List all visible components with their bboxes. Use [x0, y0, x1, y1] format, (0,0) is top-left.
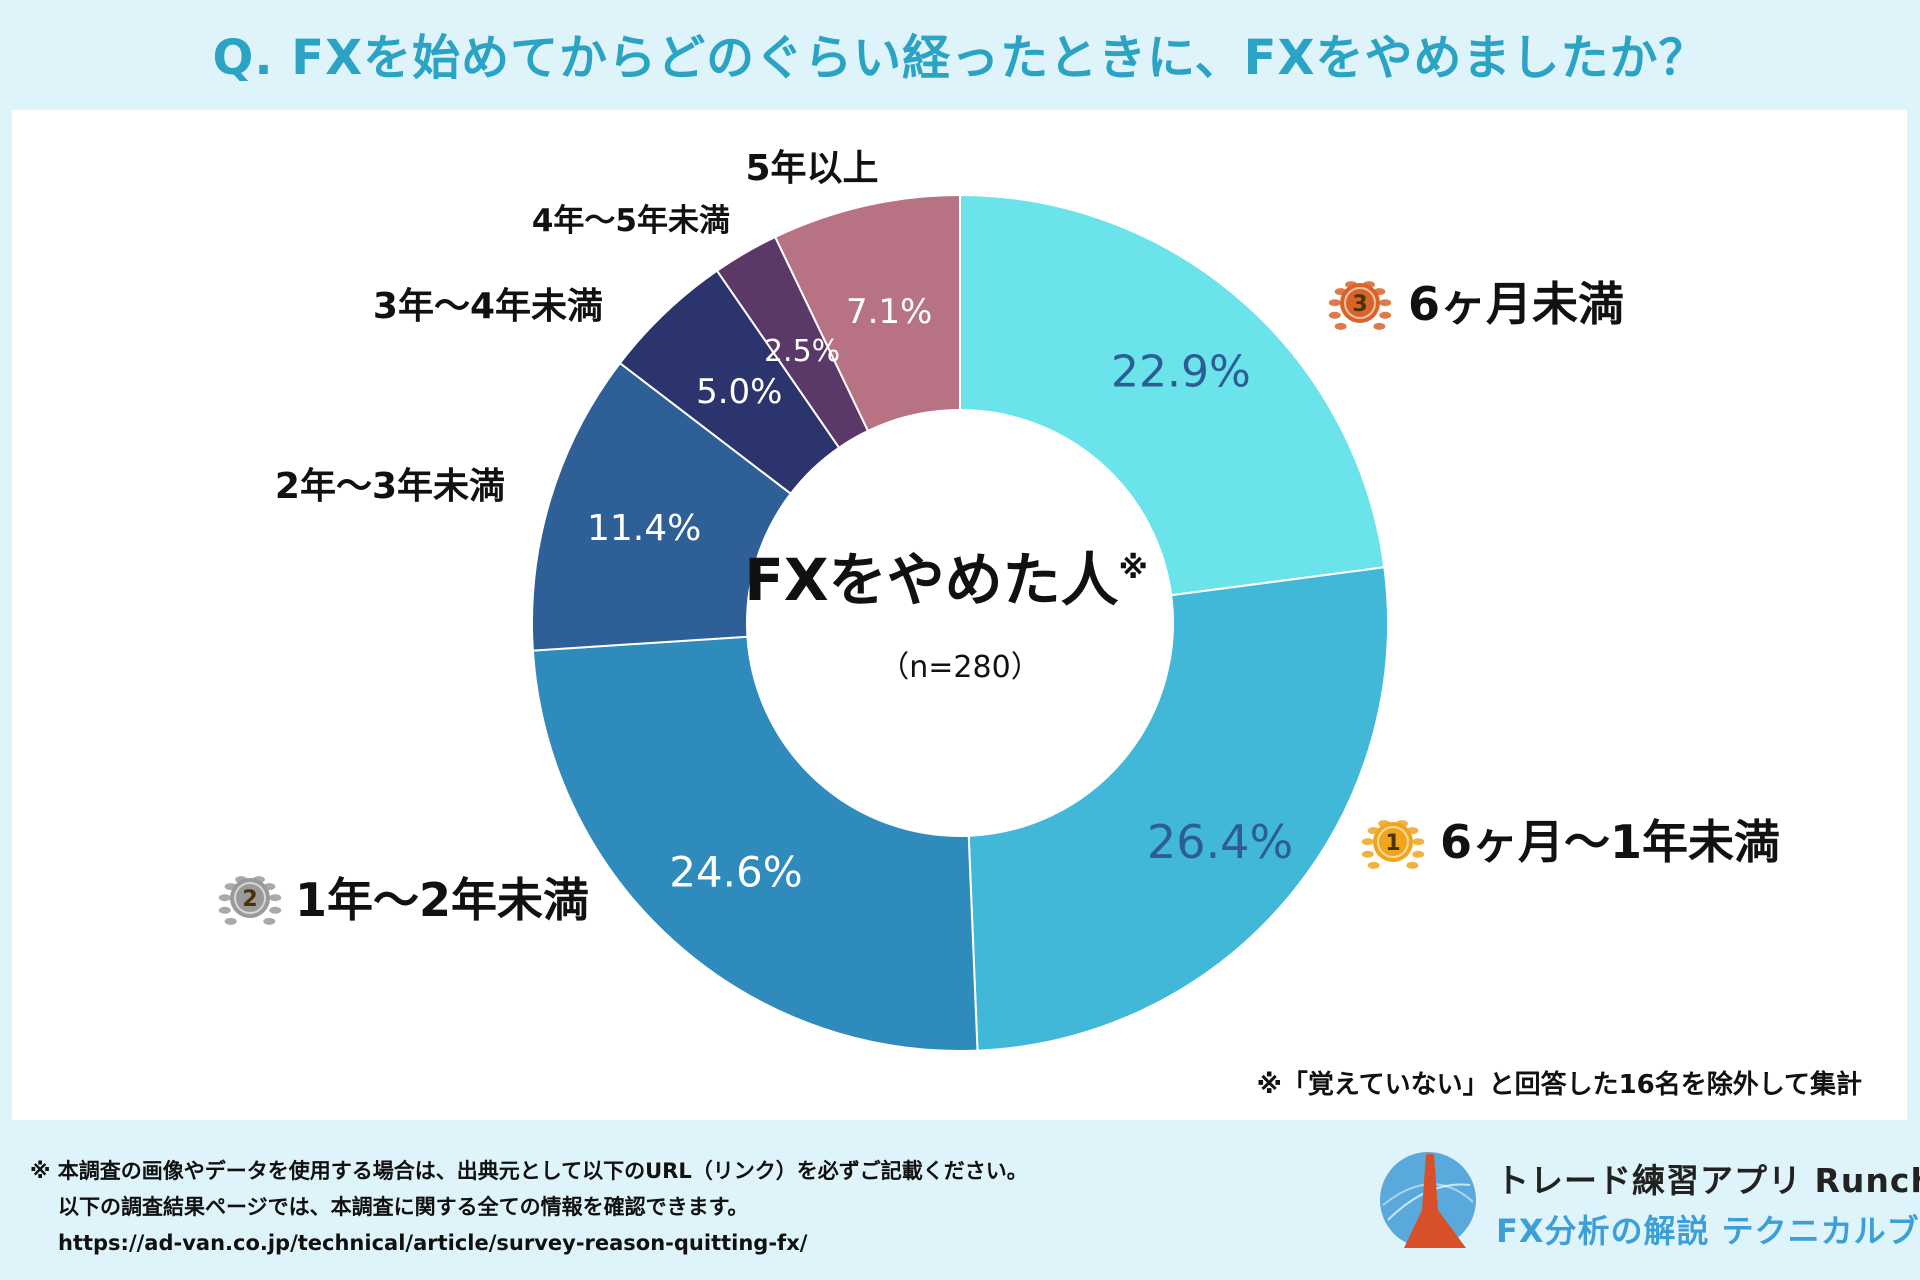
slice-category-label: 6ヶ月〜1年未満	[1440, 815, 1780, 869]
slice-value-label: 11.4%	[587, 508, 701, 549]
slice-category-label: 6ヶ月未満	[1408, 277, 1624, 331]
exclusion-note: ※「覚えていない」と回答した16名を除外して集計	[1256, 1070, 1862, 1100]
footer: ※ 本調査の画像やデータを使用する場合は、出典元として以下のURL（リンク）を必…	[30, 1153, 1028, 1261]
slice-category-label: 3年〜4年未満	[373, 286, 603, 327]
rank-medal-icon: 2	[218, 876, 282, 925]
runcha-logo-icon	[1380, 1152, 1476, 1248]
slice-value-label: 26.4%	[1147, 815, 1293, 869]
donut-slice	[531, 635, 979, 1052]
slice-value-label: 2.5%	[764, 334, 840, 369]
rank-medal-icon: 1	[1361, 820, 1425, 869]
slice-value-label: 5.0%	[696, 372, 782, 412]
rank-medal-icon: 3	[1328, 281, 1392, 330]
slice-value-label: 24.6%	[669, 848, 802, 897]
slice-category-label: 5年以上	[745, 148, 878, 189]
rank-number: 3	[1352, 292, 1367, 317]
slice-category-label: 4年〜5年未満	[532, 203, 730, 239]
center-label-mark: ※	[1119, 551, 1148, 586]
center-label-text: FXをやめた人	[744, 546, 1118, 614]
brand-subtitle: FX分析の解説 テクニカルブック	[1496, 1212, 1920, 1250]
center-sample-size: （n=280）	[879, 650, 1040, 685]
donut-slice	[959, 193, 1386, 597]
slice-category-label: 2年〜3年未満	[275, 466, 505, 507]
donut-slice	[773, 193, 961, 433]
chart-title: Q. FXを始めてからどのぐらい経ったときに、FXをやめましたか？	[212, 30, 1708, 86]
brand-name: トレード練習アプリ Runcha	[1496, 1161, 1920, 1200]
rank-number: 2	[242, 887, 257, 912]
donut-chart: 22.9% 26.4% 24.6% 11.4% 5.0%2.5%7.1% 6ヶ月未満 6ヶ…	[218, 148, 1780, 1052]
footer-line-1: ※ 本調査の画像やデータを使用する場合は、出典元として以下のURL（リンク）を必…	[30, 1159, 1028, 1183]
rank-number: 1	[1385, 831, 1400, 856]
footer-url[interactable]: https://ad-van.co.jp/technical/article/s…	[58, 1231, 808, 1255]
donut-slice	[531, 361, 793, 652]
donut-slice	[967, 566, 1389, 1052]
center-label: FXをやめた人※	[744, 546, 1148, 614]
slice-value-label: 22.9%	[1111, 347, 1251, 398]
footer-line-2: 以下の調査結果ページでは、本調査に関する全ての情報を確認できます。	[58, 1195, 749, 1219]
brand-block: トレード練習アプリ Runcha FX分析の解説 テクニカルブック	[1378, 1140, 1920, 1260]
slice-category-label: 1年〜2年未満	[295, 873, 589, 927]
slice-value-label: 7.1%	[846, 292, 932, 332]
